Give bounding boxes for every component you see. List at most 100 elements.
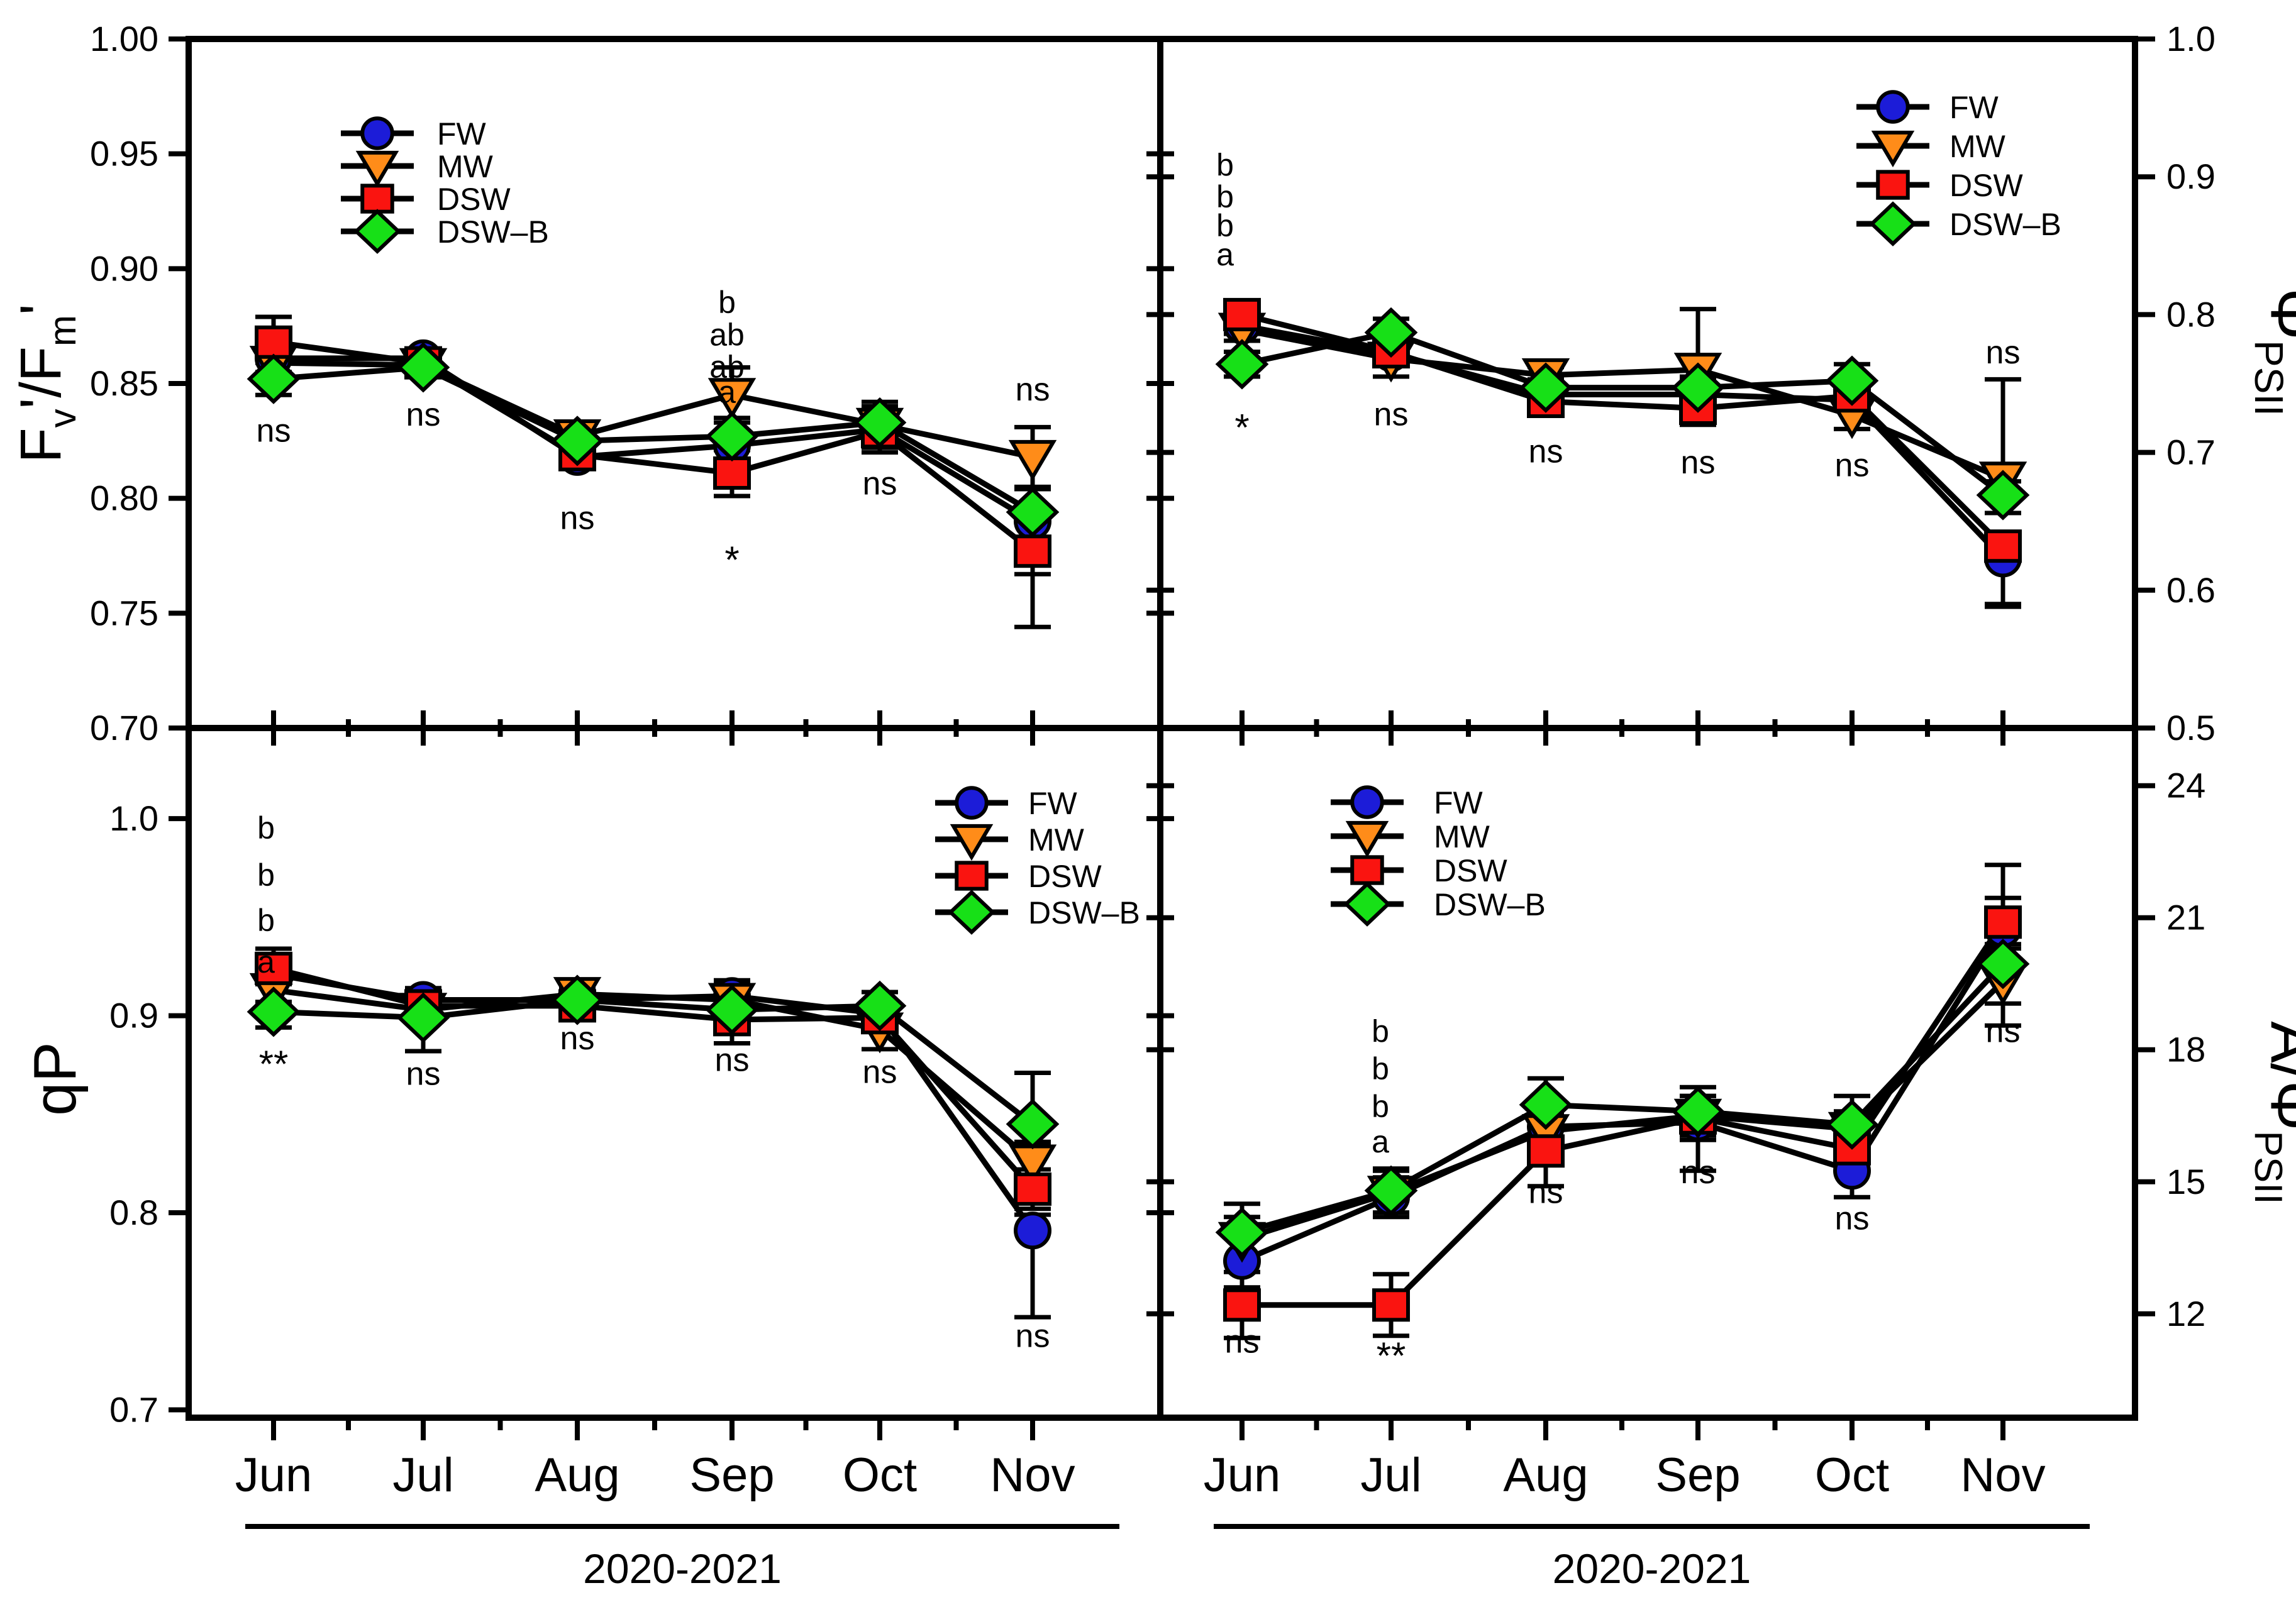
- y-tick-label: 1.0: [109, 798, 158, 838]
- panel-border-aphipsii: [1157, 725, 2138, 1421]
- sig-label: ns: [1225, 1323, 1260, 1360]
- marker-diamond: [1343, 881, 1391, 927]
- month-label: Sep: [689, 1448, 774, 1502]
- marker-triangle-down: [1008, 439, 1057, 481]
- axis-title-aphipsii: A/ΦPSII: [2246, 1021, 2296, 1204]
- marker-diamond: [1364, 307, 1418, 358]
- axis-title-fvfm: Fv'/Fm': [9, 304, 84, 463]
- marker-square: [255, 951, 292, 985]
- letter-label: b: [1216, 208, 1234, 243]
- letter-label: ab: [709, 349, 745, 384]
- sig-label: ns: [1681, 444, 1716, 481]
- marker-triangle-down: [355, 150, 399, 188]
- legend-label: FW: [437, 116, 487, 152]
- marker-diamond: [1869, 201, 1917, 246]
- legend-label: DSW: [1028, 859, 1102, 894]
- y-tick-label: 18: [2166, 1030, 2205, 1069]
- marker-diamond: [853, 980, 907, 1032]
- y-tick-label: 0.9: [2166, 157, 2216, 196]
- y-tick-label: 0.95: [90, 134, 158, 174]
- sig-label: *: [1234, 407, 1249, 449]
- y-tick-label: 0.90: [90, 248, 158, 288]
- sig-label: ns: [406, 397, 441, 433]
- sig-label: ns: [560, 1020, 595, 1057]
- marker-diamond: [353, 209, 401, 254]
- sig-label: ns: [1681, 1154, 1716, 1191]
- marker-square: [1014, 534, 1051, 568]
- letter-label: b: [257, 810, 275, 846]
- month-label: Jun: [235, 1448, 313, 1502]
- marker-square: [1223, 1288, 1261, 1322]
- series-line-DSW–B: [1241, 329, 2005, 498]
- marker-triangle-down: [950, 824, 994, 861]
- marker-diamond: [1976, 939, 2030, 990]
- year-label: 2020-2021: [1553, 1545, 1751, 1592]
- legend-label: DSW: [1434, 853, 1507, 888]
- month-label: Aug: [535, 1448, 619, 1502]
- y-tick-label: 12: [2166, 1294, 2205, 1333]
- marker-circle: [1876, 90, 1910, 124]
- letter-label: a: [257, 944, 275, 979]
- legend-label: DSW–B: [1028, 895, 1140, 930]
- month-label: Jul: [392, 1448, 453, 1502]
- legend-label: DSW–B: [1949, 207, 2061, 242]
- month-label: Nov: [990, 1448, 1075, 1502]
- sig-label: ns: [1374, 396, 1409, 433]
- marker-square: [360, 184, 394, 214]
- letter-label: b: [1216, 179, 1234, 214]
- sig-label: ns: [715, 1042, 750, 1079]
- series-line-DSW: [1242, 920, 2005, 1308]
- marker-diamond: [1976, 470, 2030, 521]
- marker-square: [1372, 1288, 1410, 1322]
- marker-square: [1014, 1172, 1051, 1206]
- letter-label: a: [1216, 237, 1234, 272]
- sig-label: ns: [406, 1056, 441, 1093]
- marker-diamond: [396, 342, 450, 393]
- letter-label: b: [1216, 148, 1234, 183]
- marker-diamond: [1825, 355, 1879, 406]
- sig-label: ns: [1986, 334, 2021, 371]
- sig-label: **: [259, 1043, 289, 1085]
- y-tick-label: 1.00: [90, 19, 158, 58]
- month-label: Oct: [843, 1448, 917, 1502]
- marker-diamond: [396, 992, 450, 1043]
- y-tick-label: 0.6: [2166, 570, 2216, 610]
- marker-square: [1350, 855, 1384, 885]
- month-label: Jul: [1360, 1448, 1421, 1502]
- marker-square: [955, 861, 989, 891]
- axis-title-qp: qP: [21, 1042, 89, 1115]
- letter-label: b: [257, 858, 275, 893]
- marker-circle: [1014, 1211, 1051, 1250]
- marker-diamond: [1006, 487, 1060, 538]
- y-tick-label: 0.5: [2166, 708, 2216, 748]
- y-tick-label: 0.7: [2166, 433, 2216, 472]
- marker-square: [1984, 529, 2022, 563]
- marker-square: [1876, 170, 1910, 200]
- letter-label: b: [718, 285, 736, 320]
- legend-label: FW: [1028, 786, 1078, 821]
- axis-title-phipsii: ΦPSII: [2246, 288, 2296, 416]
- month-label: Oct: [1815, 1448, 1889, 1502]
- sig-label: ns: [1835, 1200, 1870, 1237]
- marker-diamond: [1364, 1165, 1418, 1216]
- legend-label: MW: [1949, 129, 2006, 164]
- y-tick-label: 24: [2166, 766, 2205, 805]
- marker-square: [1984, 905, 2022, 939]
- marker-circle: [955, 786, 989, 820]
- series-line-MW: [273, 987, 1034, 1164]
- marker-circle: [1350, 785, 1384, 819]
- sig-label: ns: [1016, 1318, 1050, 1354]
- sig-label: ns: [257, 413, 291, 450]
- month-label: Jun: [1204, 1448, 1281, 1502]
- letter-label: a: [718, 375, 736, 410]
- sig-label: *: [724, 539, 739, 581]
- marker-diamond: [1671, 362, 1725, 413]
- letter-label: b: [1372, 1051, 1389, 1086]
- marker-triangle-down: [707, 378, 757, 419]
- marker-diamond: [1006, 1098, 1060, 1150]
- year-label: 2020-2021: [583, 1545, 782, 1592]
- y-tick-label: 0.7: [109, 1389, 158, 1429]
- marker-diamond: [550, 416, 604, 466]
